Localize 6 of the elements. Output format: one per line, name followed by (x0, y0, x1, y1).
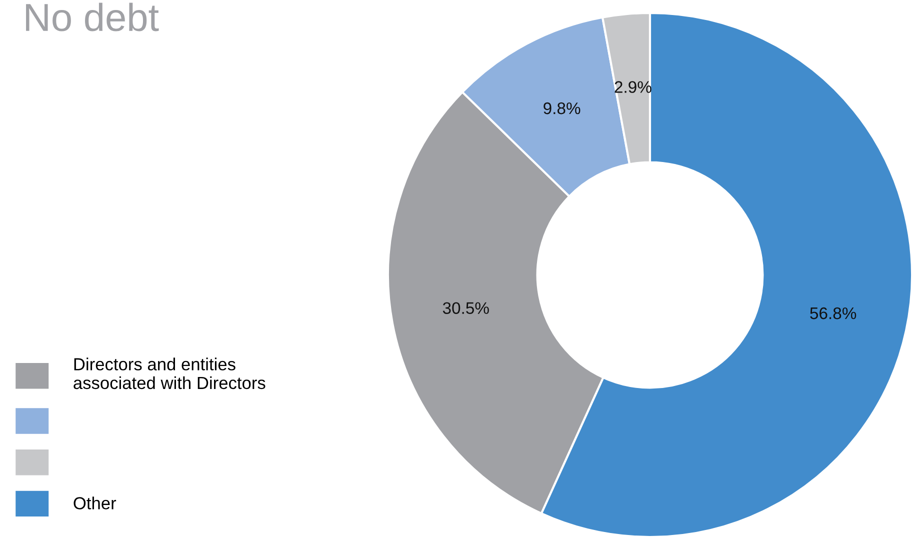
data-label: 30.5% (442, 302, 489, 314)
legend-label: Other (74, 496, 116, 510)
chart-title: No debt (26, 2, 159, 32)
data-label: 56.8% (810, 307, 856, 320)
legend-label: Directors and entities associated with Directors (74, 358, 266, 390)
data-label: 9.8% (544, 102, 580, 114)
